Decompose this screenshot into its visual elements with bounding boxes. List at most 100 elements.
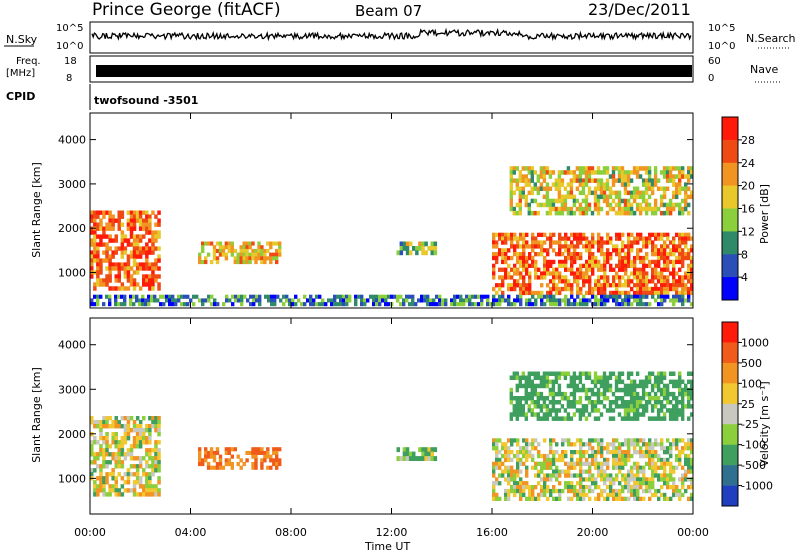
colorbar-swatch bbox=[722, 208, 738, 232]
data-cell-region-3 bbox=[543, 481, 547, 486]
data-cell-region-3 bbox=[519, 244, 523, 249]
data-cell-region-5 bbox=[231, 302, 235, 307]
data-cell-region-5 bbox=[315, 294, 319, 299]
data-cell-region-0 bbox=[157, 432, 161, 437]
data-cell-region-0 bbox=[151, 266, 155, 271]
data-cell-region-0 bbox=[145, 440, 149, 445]
data-cell-region-3 bbox=[645, 252, 649, 257]
data-cell-region-4 bbox=[557, 408, 562, 413]
data-cell-region-4 bbox=[530, 198, 534, 204]
data-cell-region-0 bbox=[108, 278, 112, 283]
data-cell-region-4 bbox=[563, 194, 568, 200]
data-cell-region-3 bbox=[549, 488, 553, 494]
data-cell-region-1 bbox=[245, 248, 249, 253]
data-cell-region-5 bbox=[189, 298, 193, 303]
data-cell-region-0 bbox=[105, 258, 109, 263]
data-cell-region-5 bbox=[474, 302, 478, 307]
data-cell-region-3 bbox=[591, 453, 595, 459]
data-cell-region-4 bbox=[545, 396, 550, 401]
data-cell-region-1 bbox=[269, 241, 273, 246]
data-cell-region-3 bbox=[528, 263, 532, 268]
data-cell-region-0 bbox=[142, 432, 146, 437]
data-cell-region-5 bbox=[480, 302, 484, 307]
data-cell-region-3 bbox=[615, 473, 619, 478]
data-cell-region-0 bbox=[102, 278, 106, 283]
data-cell-region-3 bbox=[645, 240, 649, 245]
data-cell-region-4 bbox=[687, 174, 691, 179]
data-cell-region-5 bbox=[453, 298, 457, 303]
data-cell-region-1 bbox=[242, 260, 246, 265]
data-cell-region-4 bbox=[644, 379, 649, 385]
data-cell-region-4 bbox=[527, 383, 531, 389]
data-cell-region-5 bbox=[171, 302, 175, 307]
data-cell-region-0 bbox=[132, 436, 137, 441]
data-cell-region-3 bbox=[555, 267, 559, 272]
data-cell-region-3 bbox=[624, 283, 628, 288]
data-cell-region-1 bbox=[266, 450, 270, 455]
data-cell-region-1 bbox=[227, 245, 231, 250]
data-cell-region-4 bbox=[563, 206, 568, 212]
data-cell-region-3 bbox=[618, 465, 622, 470]
data-cell-region-3 bbox=[588, 267, 592, 272]
data-cell-region-0 bbox=[102, 420, 106, 425]
data-cell-region-4 bbox=[578, 178, 583, 183]
data-cell-region-3 bbox=[675, 446, 679, 451]
data-cell-region-3 bbox=[564, 481, 568, 486]
data-cell-region-3 bbox=[585, 248, 589, 253]
data-cell-region-3 bbox=[687, 453, 691, 459]
data-cell-region-4 bbox=[575, 198, 580, 204]
data-cell-region-3 bbox=[501, 473, 505, 478]
data-cell-region-4 bbox=[650, 190, 655, 196]
data-cell-region-5 bbox=[339, 294, 343, 299]
data-cell-region-4 bbox=[650, 186, 655, 191]
data-cell-region-5 bbox=[567, 298, 571, 303]
data-cell-region-0 bbox=[126, 488, 131, 493]
data-cell-region-0 bbox=[123, 416, 128, 421]
data-cell-region-0 bbox=[120, 222, 125, 227]
data-cell-region-5 bbox=[426, 294, 430, 299]
data-cell-region-0 bbox=[99, 266, 103, 271]
data-cell-region-5 bbox=[183, 294, 187, 299]
data-cell-region-1 bbox=[248, 256, 252, 261]
data-cell-region-0 bbox=[99, 222, 103, 227]
data-cell-region-3 bbox=[663, 465, 667, 470]
data-cell-region-3 bbox=[522, 438, 526, 443]
data-cell-region-0 bbox=[154, 488, 158, 493]
data-cell-region-4 bbox=[605, 182, 610, 187]
data-cell-region-0 bbox=[99, 468, 103, 473]
data-cell-region-5 bbox=[381, 298, 385, 303]
data-cell-region-3 bbox=[582, 488, 586, 494]
data-cell-region-4 bbox=[515, 396, 519, 401]
data-cell-region-4 bbox=[681, 379, 685, 385]
data-cell-region-3 bbox=[678, 252, 682, 257]
data-cell-region-3 bbox=[504, 271, 508, 276]
data-cell-region-3 bbox=[573, 271, 577, 276]
data-cell-region-5 bbox=[438, 302, 442, 307]
data-cell-region-0 bbox=[120, 230, 125, 235]
data-cell-region-3 bbox=[678, 438, 682, 443]
data-cell-region-3 bbox=[615, 290, 619, 296]
data-cell-region-5 bbox=[147, 302, 151, 307]
data-cell-region-3 bbox=[690, 465, 694, 470]
data-cell-region-3 bbox=[645, 236, 649, 241]
data-cell-region-4 bbox=[515, 186, 519, 191]
data-cell-region-0 bbox=[138, 226, 143, 231]
data-cell-region-3 bbox=[552, 232, 556, 237]
data-cell-region-3 bbox=[555, 283, 559, 288]
data-cell-region-0 bbox=[90, 448, 94, 453]
data-cell-region-3 bbox=[495, 492, 499, 498]
data-cell-region-0 bbox=[145, 262, 149, 267]
data-cell-region-3 bbox=[525, 496, 529, 501]
data-cell-region-0 bbox=[154, 484, 158, 489]
data-cell-region-0 bbox=[148, 456, 152, 461]
data-cell-region-3 bbox=[534, 485, 538, 490]
data-cell-region-1 bbox=[251, 241, 255, 246]
data-cell-region-3 bbox=[576, 271, 580, 276]
data-cell-region-4 bbox=[596, 387, 601, 393]
data-cell-region-4 bbox=[587, 387, 592, 393]
data-cell-region-3 bbox=[585, 442, 589, 447]
data-cell-region-5 bbox=[660, 302, 664, 307]
data-cell-region-4 bbox=[527, 379, 531, 385]
data-cell-region-5 bbox=[108, 294, 112, 299]
data-cell-region-3 bbox=[684, 457, 688, 463]
